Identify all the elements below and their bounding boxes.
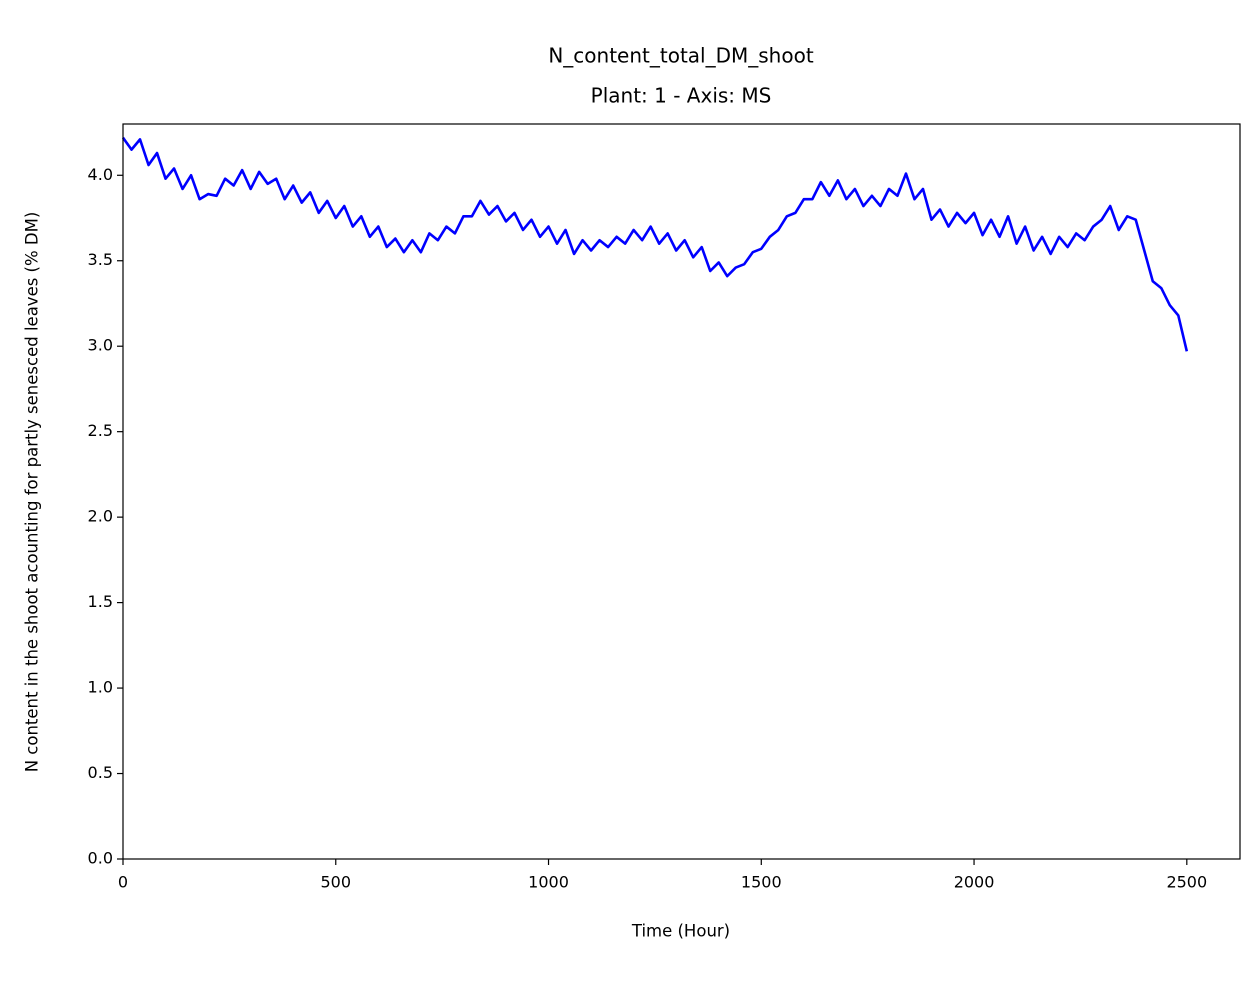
x-tick-label: 1000 [528, 873, 569, 892]
x-tick-label: 2500 [1166, 873, 1207, 892]
y-tick-label: 0.5 [88, 763, 113, 782]
x-axis-label: Time (Hour) [631, 922, 730, 941]
y-tick-label: 3.0 [88, 336, 113, 355]
y-tick-label: 1.5 [88, 592, 113, 611]
x-tick-label: 500 [320, 873, 351, 892]
chart-title: N_content_total_DM_shoot [548, 44, 813, 68]
data-line [121, 136, 1189, 352]
y-tick-label: 2.5 [88, 421, 113, 440]
y-tick-label: 0.0 [88, 849, 113, 868]
x-tick-label: 2000 [954, 873, 995, 892]
x-tick-label: 1500 [741, 873, 782, 892]
x-tick-label: 0 [118, 873, 128, 892]
y-tick-label: 3.5 [88, 250, 113, 269]
y-tick-label: 2.0 [88, 507, 113, 526]
y-axis-label: N content in the shoot acounting for par… [23, 212, 42, 773]
plot-frame [122, 123, 1241, 860]
chart-subtitle: Plant: 1 - Axis: MS [591, 84, 772, 108]
y-tick-label: 1.0 [88, 678, 113, 697]
y-tick-label: 4.0 [88, 165, 113, 184]
